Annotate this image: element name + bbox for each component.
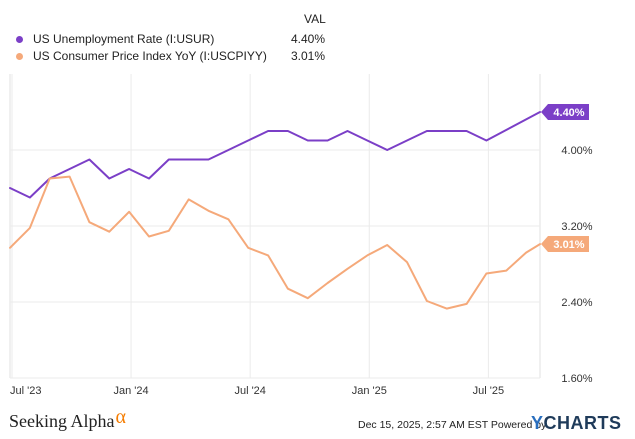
timestamp-text: Dec 15, 2025, 2:57 AM EST Powered by (358, 419, 547, 431)
legend-label-cpi: US Consumer Price Index YoY (I:USCPIYY) (33, 49, 267, 63)
y-tick-label: 1.60% (561, 373, 592, 385)
end-label-cpi: 3.01% (553, 239, 584, 251)
legend-value-cpi: 3.01% (290, 49, 325, 63)
y-tick-label: 3.20% (561, 221, 592, 233)
end-tag-unemployment (541, 104, 589, 120)
legend-value-header: VAL (304, 12, 326, 26)
end-label-unemployment: 4.40% (553, 107, 584, 119)
legend-label-unemployment: US Unemployment Rate (I:USUR) (33, 32, 215, 46)
ycharts-logo-text: CHARTS (543, 413, 622, 433)
x-tick-label: Jul '24 (234, 385, 265, 397)
series-line-cpi (9, 175, 541, 310)
legend-marker-unemployment (16, 35, 23, 43)
legend-value-unemployment: 4.40% (290, 32, 325, 46)
end-tag-cpi (541, 236, 589, 253)
series-line-unemployment (9, 111, 541, 199)
x-tick-label: Jan '25 (352, 385, 387, 397)
legend-item-cpi[interactable]: US Consumer Price Index YoY (I:USCPIYY) (16, 48, 303, 64)
seeking-alpha-logo: Seeking Alphaα (9, 406, 126, 433)
y-tick-label: 2.40% (561, 297, 592, 309)
y-tick-label: 4.00% (561, 145, 592, 157)
ycharts-logo-y: Y (531, 413, 544, 433)
ycharts-logo: YCHARTS (531, 413, 622, 434)
chart-area: 1.60% 2.40% 3.20% 4.00% Jul '23 Jan '24 Jul '2… (9, 74, 593, 397)
seeking-alpha-logo-text: Seeking Alpha (9, 411, 115, 431)
legend: VAL US Unemployment Rate (I:USUR) 4.40% … (0, 0, 635, 70)
x-tick-label: Jul '25 (473, 385, 504, 397)
x-tick-label: Jan '24 (114, 385, 149, 397)
legend-item-unemployment[interactable]: US Unemployment Rate (I:USUR) (16, 31, 303, 47)
legend-marker-cpi (16, 52, 23, 60)
seeking-alpha-logo-mark: α (115, 406, 126, 428)
x-tick-label: Jul '23 (10, 385, 41, 397)
